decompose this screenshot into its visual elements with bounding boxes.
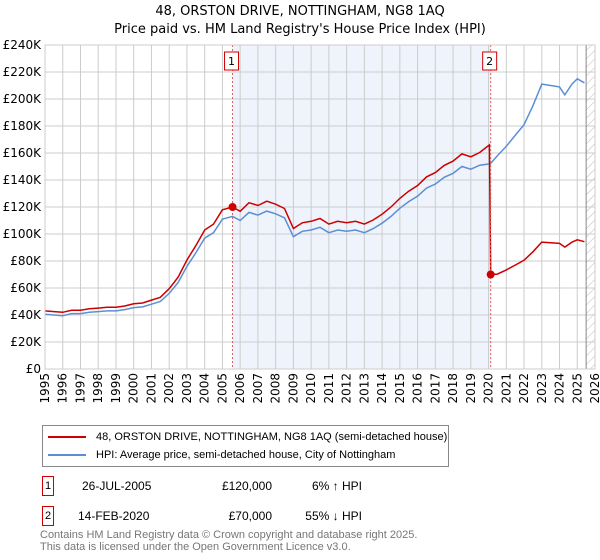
x-tick-label: 2010: [304, 373, 318, 404]
x-tick-label: 2011: [322, 373, 336, 404]
x-tick-label: 1995: [38, 373, 52, 404]
y-tick-label: £20K: [10, 335, 42, 349]
x-tick-label: 2025: [570, 373, 584, 404]
x-tick-label: 2013: [357, 373, 371, 404]
x-tick-label: 2004: [198, 373, 212, 404]
x-tick-label: 2009: [286, 373, 300, 404]
sale-price: £120,000: [221, 479, 272, 493]
legend-label-property: 48, ORSTON DRIVE, NOTTINGHAM, NG8 1AQ (s…: [96, 431, 448, 443]
y-tick-label: £200K: [3, 92, 43, 106]
legend: 48, ORSTON DRIVE, NOTTINGHAM, NG8 1AQ (s…: [42, 425, 449, 467]
sale-label: 2: [486, 55, 493, 68]
y-tick-label: £100K: [3, 227, 43, 241]
price-chart: 1 2 £0 £20K £40K £60K £80K £100K £120K £140K £160K…: [3, 38, 600, 404]
y-tick-label: £60K: [10, 281, 42, 295]
y-tick-label: £80K: [10, 254, 42, 268]
hpi-line: [44, 77, 585, 317]
sale-label-box: [224, 51, 240, 71]
sale-label: 1: [228, 55, 235, 68]
footer-line-2: This data is licensed under the Open Gov…: [40, 541, 351, 553]
x-tick-label: 2002: [162, 373, 176, 404]
x-tick-label: 2023: [535, 373, 549, 404]
property-price-line: [44, 143, 585, 314]
sale-number-badge: 2: [42, 506, 54, 526]
legend-swatch-blue: [48, 454, 86, 456]
sale-date: 14-FEB-2020: [78, 509, 150, 523]
x-tick-label: 2022: [517, 373, 531, 404]
x-tick-label: 2012: [340, 373, 354, 404]
sale-price: £70,000: [228, 509, 272, 523]
legend-item-property: 48, ORSTON DRIVE, NOTTINGHAM, NG8 1AQ (s…: [43, 428, 447, 446]
y-tick-label: £120K: [3, 200, 43, 214]
x-tick-label: 2024: [553, 373, 567, 404]
title-line-2: Price paid vs. HM Land Registry's House …: [114, 22, 486, 37]
footer: Contains HM Land Registry data © Crown c…: [40, 529, 417, 553]
x-tick-label: 2008: [269, 373, 283, 404]
sale-label-box: [482, 51, 498, 71]
sale-point: [486, 270, 495, 279]
sale-date: 26-JUL-2005: [82, 479, 152, 493]
plot-frame: [44, 44, 596, 370]
legend-swatch-red: [48, 436, 86, 438]
x-tick-label: 2005: [215, 373, 229, 404]
sale-hpi-diff: 6% ↑ HPI: [311, 479, 362, 493]
sale-hpi-diff: 55% ↓ HPI: [305, 509, 362, 523]
y-tick-label: £0: [26, 362, 41, 376]
x-tick-label: 1998: [91, 373, 105, 404]
y-tick-label: £140K: [3, 173, 43, 187]
x-tick-label: 1997: [73, 373, 87, 404]
x-tick-label: 2016: [411, 373, 425, 404]
x-tick-label: 2020: [482, 373, 496, 404]
x-tick-label: 2006: [233, 373, 247, 404]
x-tick-label: 2001: [144, 373, 158, 404]
x-tick-label: 2026: [588, 373, 600, 404]
y-tick-label: £240K: [3, 38, 43, 52]
x-tick-label: 2015: [393, 373, 407, 404]
x-tick-label: 2007: [251, 373, 265, 404]
x-tick-label: 2018: [446, 373, 460, 404]
title-line-1: 48, ORSTON DRIVE, NOTTINGHAM, NG8 1AQ: [155, 4, 445, 19]
x-tick-label: 1999: [109, 373, 123, 404]
x-tick-label: 2021: [499, 373, 513, 404]
x-tick-label: 2014: [375, 373, 389, 404]
x-tick-label: 2003: [180, 373, 194, 404]
y-tick-label: £180K: [3, 119, 43, 133]
chart-title: 48, ORSTON DRIVE, NOTTINGHAM, NG8 1AQ Pr…: [0, 3, 600, 39]
footer-line-1: Contains HM Land Registry data © Crown c…: [40, 529, 418, 541]
sale-point: [228, 203, 237, 211]
x-tick-label: 2000: [127, 373, 141, 404]
x-tick-label: 2019: [464, 373, 478, 404]
x-tick-label: 2017: [428, 373, 442, 404]
y-tick-label: £40K: [10, 308, 42, 322]
sale-number-badge: 1: [42, 476, 54, 496]
y-tick-label: £220K: [3, 65, 43, 79]
legend-label-hpi: HPI: Average price, semi-detached house,…: [96, 449, 396, 461]
legend-item-hpi: HPI: Average price, semi-detached house,…: [43, 446, 395, 464]
y-tick-label: £160K: [3, 146, 43, 160]
x-tick-label: 1996: [56, 373, 70, 404]
